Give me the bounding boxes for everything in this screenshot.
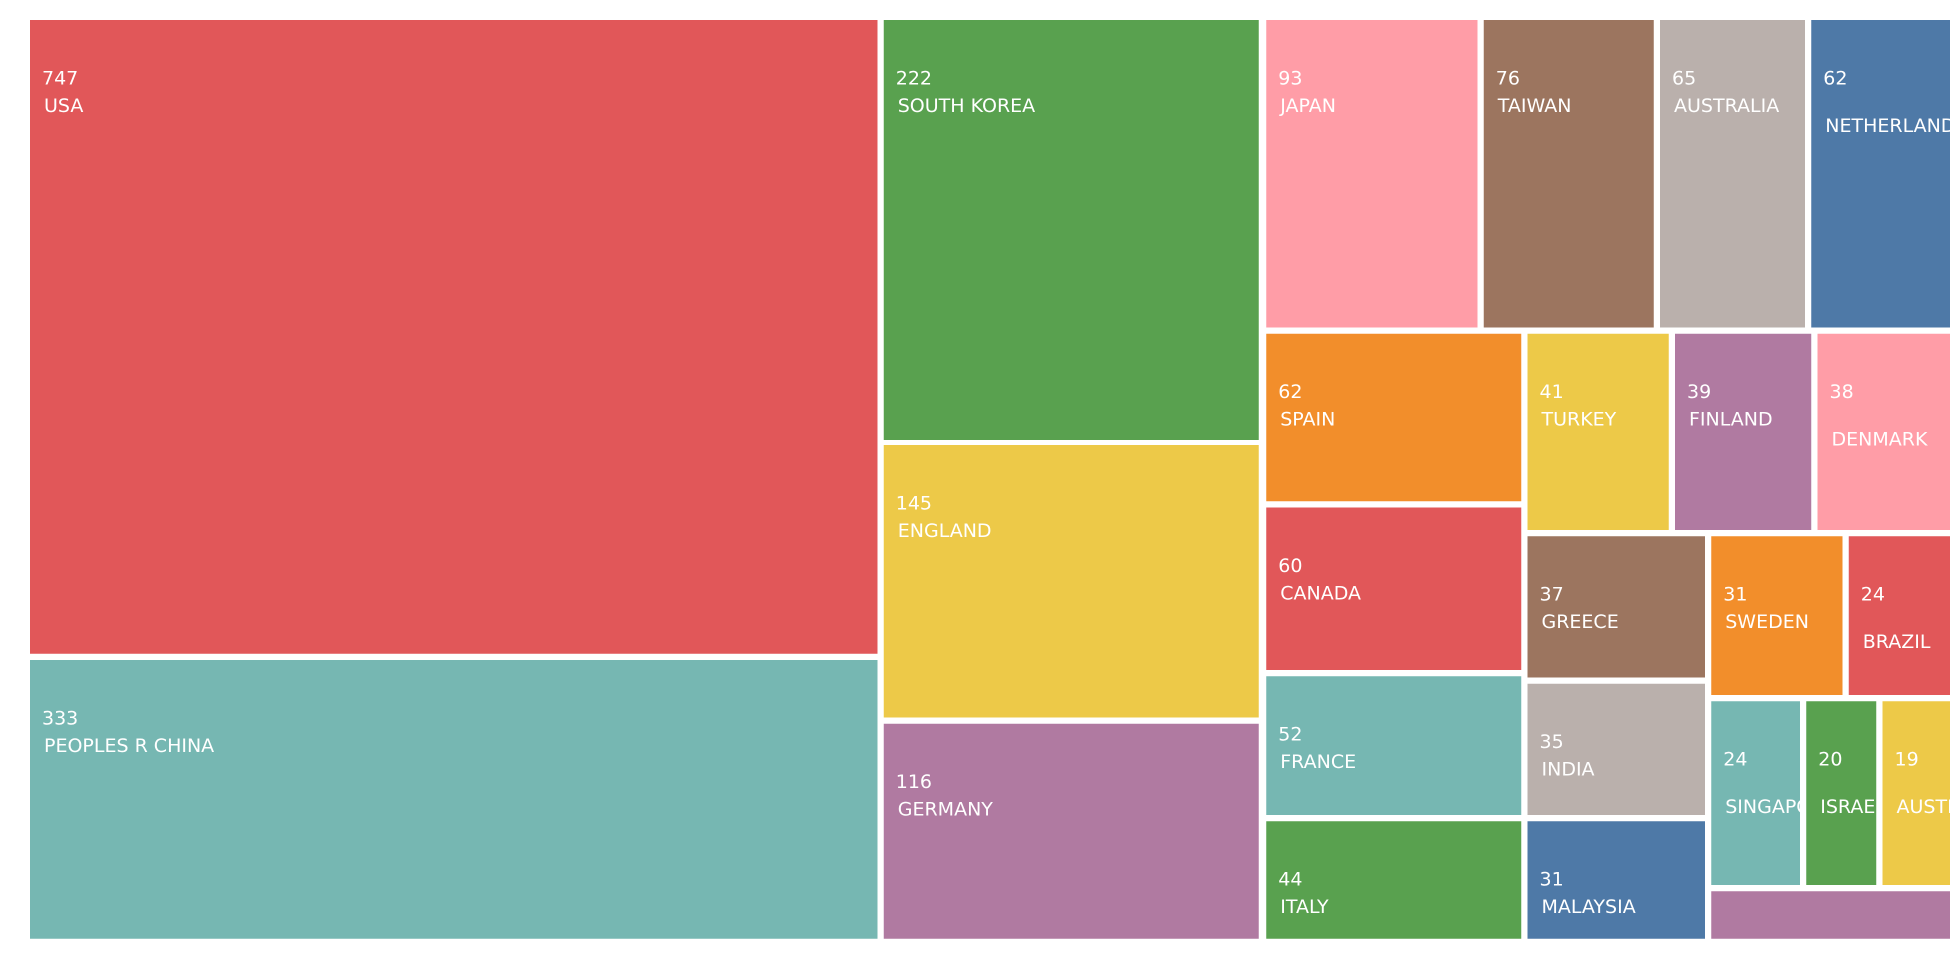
cell-labels: 52 FRANCE (1278, 724, 1356, 774)
category-label: SPAIN (1280, 409, 1335, 431)
treemap-cell (883, 723, 1259, 939)
treemap-cell (1527, 536, 1705, 678)
category-label: JAPAN (1279, 95, 1336, 117)
treemap-cell (30, 20, 878, 654)
value-label: 145 (896, 492, 932, 514)
category-label: TURKEY (1541, 409, 1617, 431)
value-label: 37 (1540, 584, 1564, 606)
treemap-cell (1266, 676, 1522, 815)
cell-labels: 65 AUSTRALIA (1672, 67, 1779, 117)
treemap-cell (1660, 20, 1805, 328)
value-label: 116 (896, 771, 932, 793)
category-label: CANADA (1280, 582, 1361, 604)
value-label: 60 (1278, 555, 1302, 577)
cell-labels: 116 GERMANY (896, 771, 994, 821)
cell-labels: 31 SWEDEN (1723, 584, 1809, 634)
treemap-cell (1266, 821, 1522, 939)
treemap-cell (1711, 701, 1800, 885)
category-label: SWEDEN (1725, 611, 1809, 633)
category-label: GERMANY (898, 799, 994, 821)
category-label: GREECE (1542, 611, 1619, 633)
category-label: USA (44, 95, 83, 117)
cell-labels: 747 USA (42, 67, 83, 117)
value-label: 44 (1278, 869, 1302, 891)
value-label: 333 (42, 707, 78, 729)
category-label: PEOPLES R CHINA (44, 735, 214, 757)
value-label: 20 (1818, 749, 1842, 771)
category-label: FRANCE (1280, 751, 1356, 773)
treemap-cell (1711, 536, 1843, 695)
cell-labels: 20 ISRAEL (1818, 749, 1886, 819)
cell-labels: 76 TAIWAN (1496, 67, 1572, 117)
treemap-cell (883, 445, 1259, 718)
cell-labels: 62 NETHERLANDS (1823, 67, 1960, 137)
value-label: 62 (1823, 67, 1847, 89)
category-label: ISRAEL (1820, 796, 1886, 818)
cell-labels: 41 TURKEY (1540, 381, 1617, 431)
cell-labels: 24 BRAZIL (1861, 584, 1931, 654)
category-label: AUSTRALIA (1674, 95, 1779, 117)
cell-labels: 38 DENMARK (1830, 381, 1928, 451)
category-label: BRAZIL (1863, 631, 1931, 653)
treemap-cell (1711, 891, 1950, 939)
category-label: ITALY (1280, 896, 1329, 918)
value-label: 76 (1496, 67, 1520, 89)
cell-labels: 31 MALAYSIA (1540, 869, 1636, 919)
cell-labels: 62 SPAIN (1278, 381, 1335, 431)
treemap-cell (1527, 821, 1705, 939)
cell-labels: 60 CANADA (1278, 555, 1361, 605)
treemap-cell (1848, 536, 1950, 695)
cell-labels: 37 GREECE (1540, 584, 1619, 634)
value-label: 39 (1687, 381, 1711, 403)
treemap-cell (1266, 333, 1522, 502)
treemap-cell (1266, 20, 1478, 328)
treemap-cell (1811, 20, 1950, 328)
value-label: 19 (1895, 749, 1919, 771)
cell-labels: 333 PEOPLES R CHINA (42, 707, 214, 757)
value-label: 62 (1278, 381, 1302, 403)
treemap-cell (1817, 333, 1950, 530)
value-label: 24 (1861, 584, 1885, 606)
value-label: 65 (1672, 67, 1696, 89)
cell-labels: 24 SINGAPORE (1723, 749, 1836, 819)
value-label: 93 (1278, 67, 1302, 89)
category-label: SINGAPORE (1725, 796, 1836, 818)
treemap-cell (883, 20, 1259, 440)
treemap-cell (1806, 701, 1877, 885)
value-label: 222 (896, 67, 932, 89)
treemap-cell (1266, 507, 1522, 670)
cell-labels: 145 ENGLAND (896, 492, 992, 542)
value-label: 747 (42, 67, 78, 89)
value-label: 31 (1723, 584, 1747, 606)
treemap-cell (1483, 20, 1654, 328)
category-label: TAIWAN (1497, 95, 1572, 117)
treemap-cell (30, 660, 878, 939)
value-label: 31 (1540, 869, 1564, 891)
treemap-cell (1882, 701, 1950, 885)
cell-labels: 19 AUSTRIA (1895, 749, 1960, 819)
treemap-cell (1675, 333, 1812, 530)
value-label: 52 (1278, 724, 1302, 746)
cell-labels: 39 FINLAND (1687, 381, 1773, 431)
treemap-cell (1527, 333, 1669, 530)
cell-labels: 44 ITALY (1278, 869, 1329, 919)
value-label: 35 (1540, 731, 1564, 753)
category-label: SOUTH KOREA (898, 95, 1035, 117)
category-label: INDIA (1542, 759, 1595, 781)
value-label: 24 (1723, 749, 1747, 771)
category-label: DENMARK (1832, 429, 1928, 451)
category-label: NETHERLANDS (1825, 115, 1960, 137)
category-label: AUSTRIA (1897, 796, 1960, 818)
cell-labels: 35 INDIA (1540, 731, 1595, 781)
cell-labels: 222 SOUTH KOREA (896, 67, 1035, 117)
value-label: 41 (1540, 381, 1564, 403)
cell-labels: 93 JAPAN (1278, 67, 1336, 117)
category-label: MALAYSIA (1542, 896, 1636, 918)
category-label: FINLAND (1689, 409, 1773, 431)
treemap-cell (1527, 683, 1705, 815)
category-label: ENGLAND (898, 520, 992, 542)
value-label: 38 (1830, 381, 1854, 403)
